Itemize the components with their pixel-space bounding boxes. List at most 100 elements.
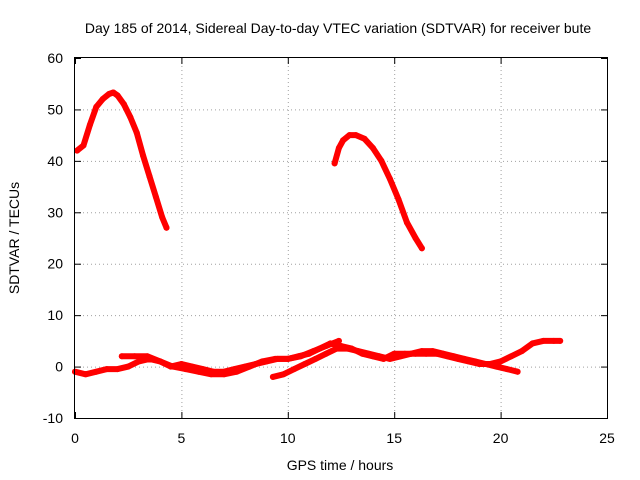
data-point-low-band-b <box>195 368 202 375</box>
data-point-low-band-b <box>335 337 342 344</box>
data-point-low-band-a <box>114 366 121 373</box>
data-point-arc-1 <box>140 152 147 159</box>
y-axis-label: SDTVAR / TECUs <box>6 182 22 294</box>
x-tick-labels: 0 5 10 15 20 25 <box>71 430 615 446</box>
y-tick-labels: -10 0 10 20 30 40 50 60 <box>43 50 63 426</box>
data-point-low-band-c <box>429 348 436 355</box>
data-point-low-band-c <box>291 366 298 373</box>
data-point-arc-2 <box>386 175 393 182</box>
data-point-low-band-c <box>333 345 340 352</box>
data-point-low-band-b <box>272 355 279 362</box>
data-point-low-band-c <box>269 373 276 380</box>
data-point-arc-1 <box>146 173 153 180</box>
data-point-arc-1 <box>133 129 140 136</box>
data-point-arc-2 <box>378 157 385 164</box>
data-point-arc-1 <box>74 147 81 154</box>
data-point-low-band-c <box>408 350 415 357</box>
series-arc-2 <box>331 132 425 252</box>
data-point-arc-1 <box>99 96 106 103</box>
data-point-arc-2 <box>369 145 376 151</box>
data-point-arc-1 <box>120 101 127 108</box>
y-tick-label: 60 <box>47 50 63 66</box>
y-tick-label: 50 <box>47 101 63 117</box>
data-point-arc-1 <box>152 193 159 200</box>
data-point-low-band-c <box>418 348 425 355</box>
data-point-arc-1 <box>86 121 93 128</box>
data-point-arc-2 <box>361 135 368 142</box>
data-point-low-band-b <box>182 366 189 373</box>
data-point-arc-1 <box>93 103 100 110</box>
data-point-low-band-b <box>220 371 227 378</box>
data-point-low-band-b <box>208 371 215 378</box>
data-point-arc-2 <box>412 235 419 241</box>
data-point-low-band-a <box>497 358 504 365</box>
y-tick-label: 30 <box>47 204 63 220</box>
data-point-low-band-c <box>440 350 447 357</box>
x-tick-label: 25 <box>599 430 615 446</box>
data-point-arc-1 <box>127 114 134 121</box>
data-point-low-band-c <box>344 345 351 352</box>
data-point-low-band-b <box>169 363 176 370</box>
data-point-low-band-c <box>461 355 468 362</box>
data-point-low-band-b <box>323 343 330 349</box>
data-point-low-band-c <box>514 368 521 375</box>
x-tick-label: 0 <box>71 430 79 446</box>
data-point-arc-1 <box>80 142 87 149</box>
data-point-low-band-c <box>365 350 372 357</box>
data-point-low-band-a <box>518 348 525 355</box>
x-tick-label: 5 <box>178 430 186 446</box>
data-point-low-band-b <box>246 363 253 370</box>
y-tick-label: 10 <box>47 307 63 323</box>
data-point-low-band-b <box>284 355 291 362</box>
data-point-arc-2 <box>352 132 359 139</box>
data-point-low-band-a <box>540 337 547 344</box>
data-point-low-band-a <box>125 363 132 370</box>
data-point-low-band-c <box>323 350 330 357</box>
data-point-low-band-c <box>376 353 383 360</box>
data-point-low-band-a <box>103 366 110 373</box>
data-point-low-band-c <box>312 355 319 362</box>
x-tick-label: 10 <box>280 430 296 446</box>
data-point-low-band-b <box>131 353 138 360</box>
data-point-low-band-c <box>280 371 287 378</box>
data-point-arc-2 <box>331 160 338 167</box>
data-point-low-band-c <box>472 358 479 365</box>
data-point-low-band-a <box>93 368 100 375</box>
data-point-low-band-c <box>482 361 489 367</box>
data-point-arc-1 <box>159 214 166 221</box>
data-point-low-band-b <box>118 353 125 360</box>
y-tick-label: 0 <box>55 359 63 375</box>
x-tick-label: 20 <box>493 430 509 446</box>
grid-layer <box>75 58 607 418</box>
chart-title: Day 185 of 2014, Sidereal Day-to-day VTE… <box>85 20 592 36</box>
data-point-low-band-b <box>297 353 304 360</box>
data-point-low-band-c <box>397 353 404 360</box>
data-point-arc-2 <box>340 137 347 144</box>
data-point-low-band-a <box>135 358 142 365</box>
data-point-low-band-c <box>493 363 500 370</box>
y-tick-label: -10 <box>43 410 63 426</box>
data-point-low-band-b <box>310 348 317 355</box>
x-tick-label: 15 <box>386 430 402 446</box>
data-point-low-band-a <box>529 340 536 347</box>
x-axis-label: GPS time / hours <box>287 457 394 473</box>
data-point-low-band-c <box>450 353 457 360</box>
data-point-low-band-b <box>233 368 240 375</box>
data-point-arc-2 <box>335 145 342 151</box>
data-point-arc-1 <box>110 89 117 96</box>
data-point-low-band-a <box>550 337 557 344</box>
data-point-low-band-b <box>259 358 266 365</box>
data-point-low-band-a <box>508 353 515 360</box>
y-tick-label: 40 <box>47 153 63 169</box>
data-point-low-band-b <box>144 353 151 360</box>
y-tick-label: 20 <box>47 256 63 272</box>
data-point-low-band-c <box>301 361 308 367</box>
ticks-layer <box>75 58 608 419</box>
series-layer <box>72 89 564 380</box>
data-point-arc-1 <box>163 224 170 231</box>
data-point-low-band-c <box>355 348 362 355</box>
data-point-arc-2 <box>418 245 425 252</box>
plot-frame <box>74 57 608 419</box>
